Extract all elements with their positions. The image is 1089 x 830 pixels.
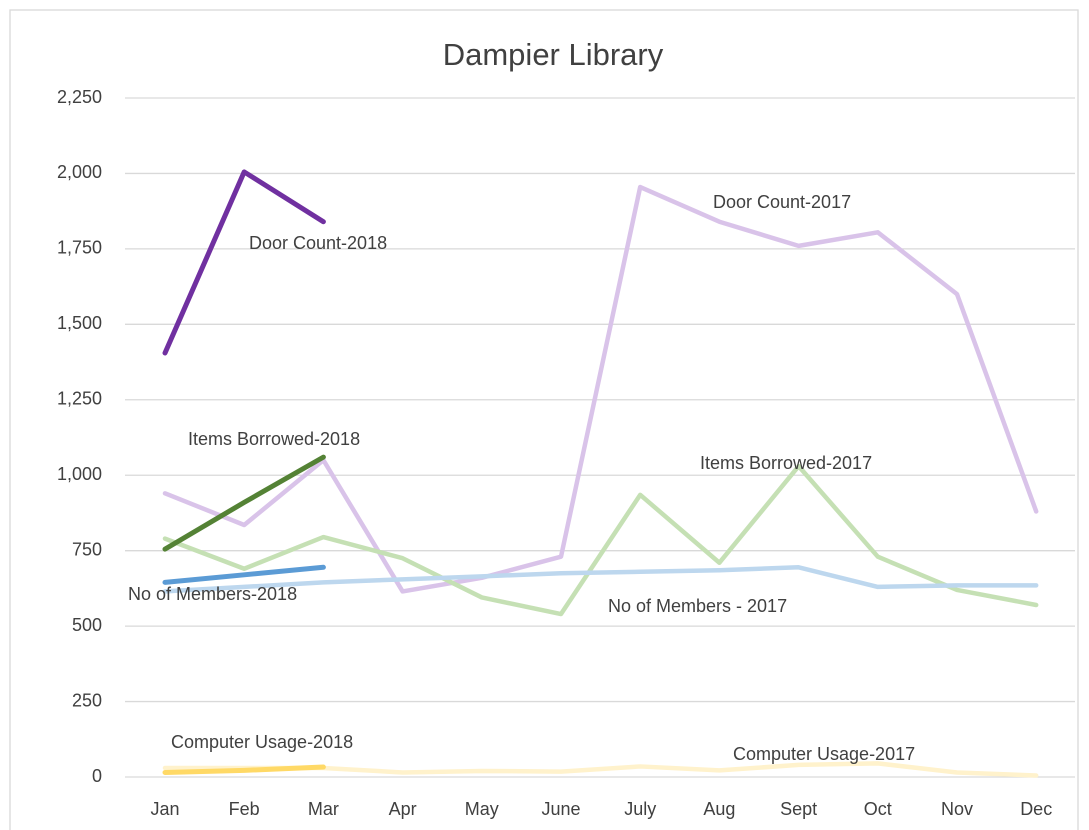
x-tick-label: Dec bbox=[1020, 799, 1052, 819]
y-tick-label: 750 bbox=[72, 539, 102, 559]
y-tick-label: 2,000 bbox=[57, 162, 102, 182]
series-line bbox=[162, 454, 326, 552]
series-label: Computer Usage-2018 bbox=[171, 732, 353, 752]
x-tick-label: Mar bbox=[308, 799, 339, 819]
series-label: No of Members - 2017 bbox=[608, 596, 787, 616]
x-tick-label: Jan bbox=[150, 799, 179, 819]
chart-title: Dampier Library bbox=[443, 37, 664, 72]
series-line bbox=[162, 564, 326, 585]
series-label: Door Count-2018 bbox=[249, 233, 387, 253]
x-tick-label: Feb bbox=[229, 799, 260, 819]
x-tick-label: Sept bbox=[780, 799, 817, 819]
series-label: Items Borrowed-2017 bbox=[700, 453, 872, 473]
x-tick-label: June bbox=[541, 799, 580, 819]
series-line bbox=[162, 764, 326, 775]
series-label: No of Members-2018 bbox=[128, 584, 297, 604]
x-tick-label: Nov bbox=[941, 799, 973, 819]
y-tick-label: 1,000 bbox=[57, 464, 102, 484]
series-line bbox=[162, 184, 1039, 594]
series-line bbox=[162, 565, 1039, 594]
x-tick-label: July bbox=[624, 799, 656, 819]
y-tick-label: 1,500 bbox=[57, 313, 102, 333]
series-label: Computer Usage-2017 bbox=[733, 744, 915, 764]
x-tick-label: May bbox=[465, 799, 499, 819]
x-tick-label: Oct bbox=[864, 799, 892, 819]
series-line bbox=[162, 463, 1039, 617]
y-tick-label: 500 bbox=[72, 615, 102, 635]
y-tick-label: 0 bbox=[92, 766, 102, 786]
series-line bbox=[162, 169, 326, 356]
series-label: Door Count-2017 bbox=[713, 192, 851, 212]
x-tick-label: Apr bbox=[389, 799, 417, 819]
x-tick-label: Aug bbox=[703, 799, 735, 819]
series-label: Items Borrowed-2018 bbox=[188, 429, 360, 449]
y-tick-label: 250 bbox=[72, 690, 102, 710]
y-tick-label: 1,250 bbox=[57, 389, 102, 409]
y-tick-label: 2,250 bbox=[57, 87, 102, 107]
chart-frame bbox=[9, 9, 1079, 830]
y-tick-label: 1,750 bbox=[57, 238, 102, 258]
